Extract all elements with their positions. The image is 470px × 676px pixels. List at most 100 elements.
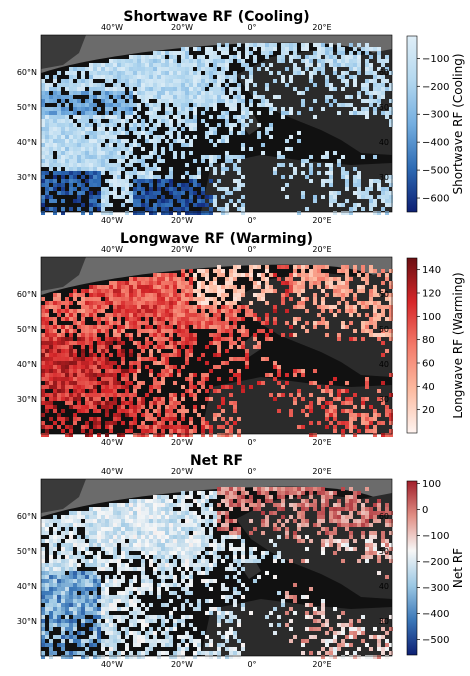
cloud-pixel <box>241 317 245 321</box>
cloud-pixel <box>225 301 229 305</box>
cloud-pixel <box>209 503 213 507</box>
cloud-pixel <box>117 119 121 123</box>
cloud-pixel <box>253 507 257 511</box>
cloud-pixel <box>169 317 173 321</box>
cloud-pixel <box>45 405 49 409</box>
cloud-pixel <box>113 417 117 421</box>
cloud-pixel <box>117 337 121 341</box>
cloud-pixel <box>193 515 197 519</box>
cloud-pixel <box>169 397 173 401</box>
cloud-pixel <box>173 95 177 99</box>
cloud-pixel <box>101 381 105 385</box>
cloud-pixel <box>281 187 285 191</box>
cloud-pixel <box>101 163 105 167</box>
cloud-pixel <box>245 305 249 309</box>
cloud-pixel <box>101 365 105 369</box>
cloud-pixel <box>113 67 117 71</box>
cloud-pixel <box>189 151 193 155</box>
cloud-pixel <box>337 333 341 337</box>
cloud-pixel <box>89 389 93 393</box>
cloud-pixel <box>357 187 361 191</box>
cloud-pixel <box>145 325 149 329</box>
cloud-pixel <box>53 531 57 535</box>
cloud-pixel <box>365 281 369 285</box>
cloud-pixel <box>89 151 93 155</box>
cloud-pixel <box>65 373 69 377</box>
cloud-pixel <box>45 385 49 389</box>
cloud-pixel <box>197 195 201 199</box>
cloud-pixel <box>161 151 165 155</box>
cloud-pixel <box>241 63 245 67</box>
cloud-pixel <box>257 503 261 507</box>
cloud-pixel <box>129 67 133 71</box>
cloud-pixel <box>53 393 57 397</box>
cloud-pixel <box>265 131 269 135</box>
cloud-pixel <box>249 495 253 499</box>
cloud-pixel <box>109 71 113 75</box>
cloud-pixel <box>161 67 165 71</box>
cloud-pixel <box>197 281 201 285</box>
cloud-pixel <box>81 325 85 329</box>
cloud-pixel <box>249 301 253 305</box>
cloud-pixel <box>77 389 81 393</box>
cloud-pixel <box>85 313 89 317</box>
cloud-pixel <box>209 317 213 321</box>
cloud-pixel <box>109 285 113 289</box>
cloud-pixel <box>81 127 85 131</box>
cloud-pixel <box>169 547 173 551</box>
cloud-pixel <box>65 543 69 547</box>
cloud-pixel <box>197 571 201 575</box>
cloud-pixel <box>105 377 109 381</box>
cloud-pixel <box>57 87 61 91</box>
cloud-pixel <box>141 281 145 285</box>
cloud-pixel <box>161 539 165 543</box>
cloud-pixel <box>381 381 385 385</box>
cloud-pixel <box>317 281 321 285</box>
cloud-pixel <box>113 413 117 417</box>
cloud-pixel <box>113 151 117 155</box>
cloud-pixel <box>365 191 369 195</box>
cloud-pixel <box>117 281 121 285</box>
cloud-pixel <box>61 191 65 195</box>
cloud-pixel <box>117 595 121 599</box>
cloud-pixel <box>89 289 93 293</box>
cloud-pixel <box>337 309 341 313</box>
cloud-pixel <box>197 79 201 83</box>
cloud-pixel <box>77 337 81 341</box>
cloud-pixel <box>177 183 181 187</box>
cloud-pixel <box>281 499 285 503</box>
cloud-pixel <box>193 59 197 63</box>
cloud-pixel <box>221 559 225 563</box>
cloud-pixel <box>369 55 373 59</box>
cloud-pixel <box>349 59 353 63</box>
cloud-pixel <box>213 491 217 495</box>
cloud-pixel <box>97 151 101 155</box>
cloud-pixel <box>165 71 169 75</box>
cloud-pixel <box>369 265 373 269</box>
cloud-pixel <box>385 187 389 191</box>
cloud-pixel <box>49 329 53 333</box>
cloud-pixel <box>213 555 217 559</box>
cloud-pixel <box>157 135 161 139</box>
cloud-pixel <box>85 159 89 163</box>
cloud-pixel <box>101 317 105 321</box>
cloud-pixel <box>69 317 73 321</box>
cloud-pixel <box>109 203 113 207</box>
cloud-pixel <box>345 285 349 289</box>
cloud-pixel <box>217 79 221 83</box>
cloud-pixel <box>213 79 217 83</box>
cloud-pixel <box>177 139 181 143</box>
cloud-pixel <box>221 91 225 95</box>
cloud-pixel <box>225 523 229 527</box>
cloud-pixel <box>333 289 337 293</box>
cloud-pixel <box>193 317 197 321</box>
cloud-pixel <box>121 341 125 345</box>
cloud-pixel <box>269 63 273 67</box>
cloud-pixel <box>181 531 185 535</box>
cloud-pixel <box>177 71 181 75</box>
cloud-pixel <box>81 151 85 155</box>
cloud-pixel <box>269 373 273 377</box>
cloud-pixel <box>113 401 117 405</box>
cloud-pixel <box>149 563 153 567</box>
cloud-pixel <box>193 313 197 317</box>
